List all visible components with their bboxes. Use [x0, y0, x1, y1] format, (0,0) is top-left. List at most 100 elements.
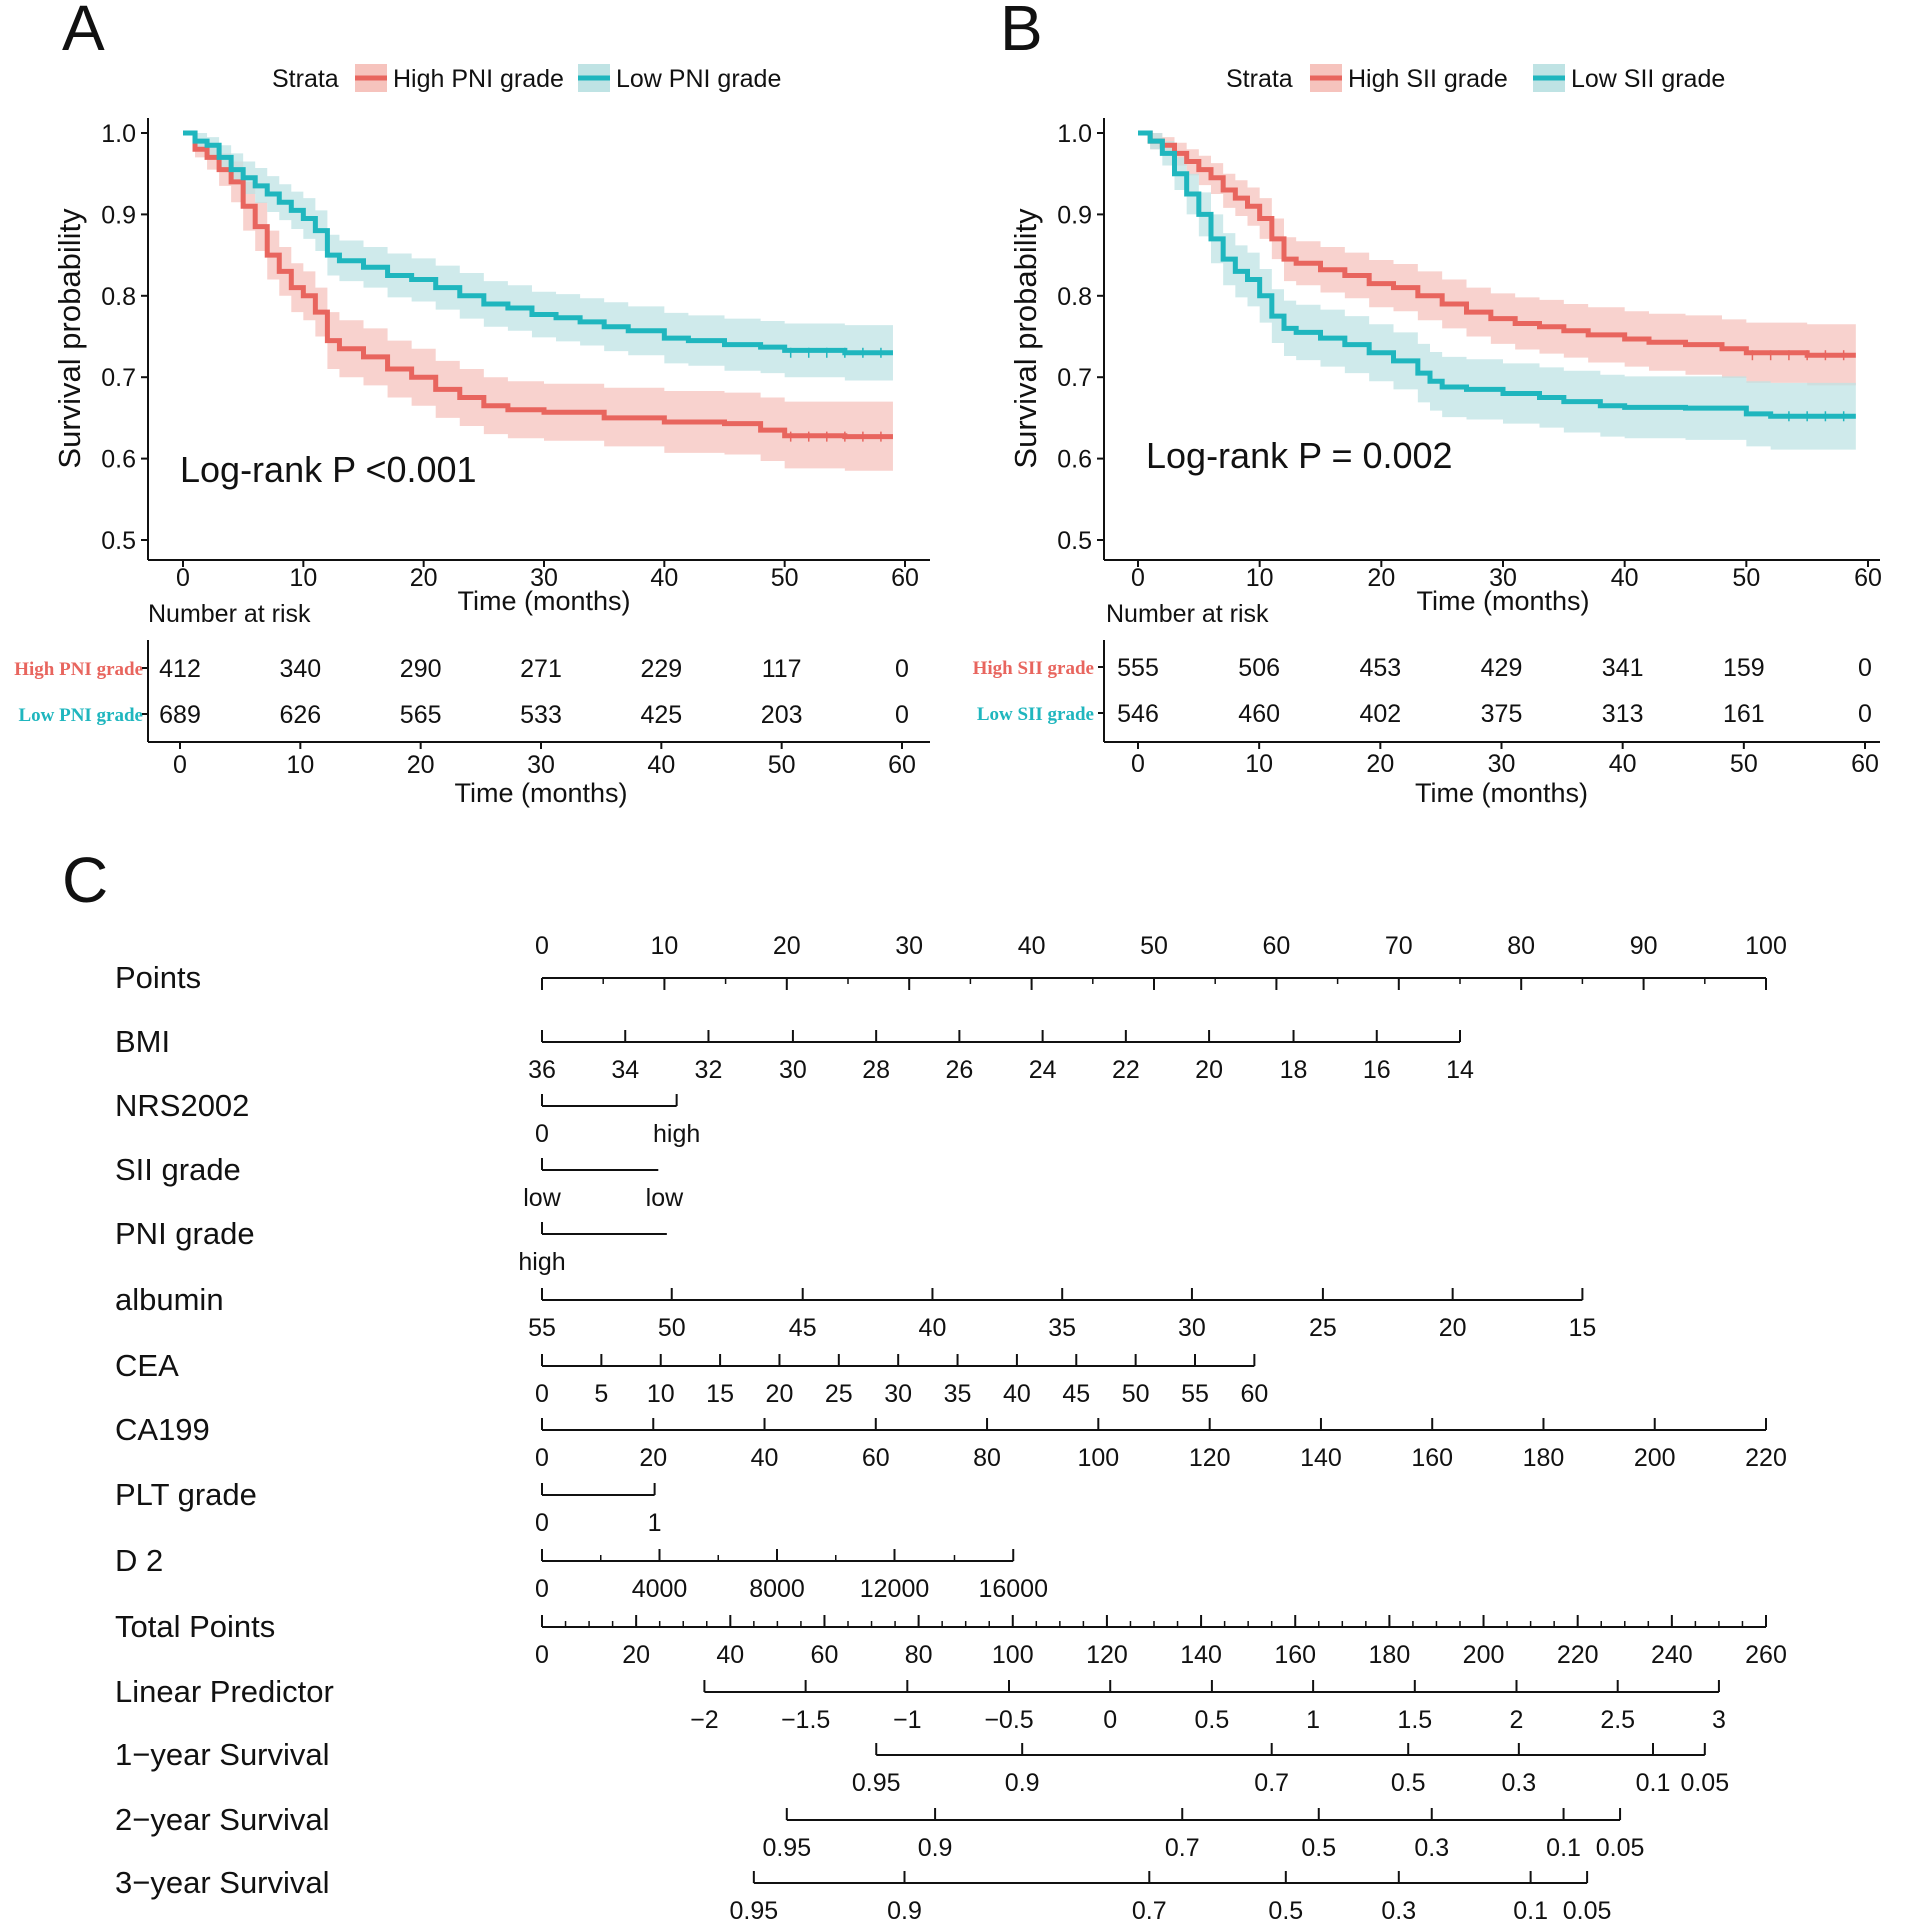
x-tick-label: 20: [410, 564, 438, 592]
nomogram-tick-label: 0.7: [1254, 1769, 1289, 1797]
y-tick-label: 0.7: [1057, 364, 1092, 392]
km-panel-a: A Strata High PNI grade Low PNI grade 0.5 0.6…: [14, 0, 930, 808]
ci-band-1: [183, 133, 893, 381]
risk-value: 290: [400, 655, 442, 683]
panel-label: A: [62, 0, 105, 64]
nomogram-tick-label: 45: [1062, 1380, 1090, 1408]
x-axis-title: Time (months): [457, 586, 630, 616]
risk-value: 340: [279, 655, 321, 683]
nomogram-row-label: SII grade: [115, 1152, 241, 1187]
nomogram-row: 3−year Survival 0.95 0.9 0.7 0.5 0.3 0.1 0.05: [115, 1865, 1611, 1925]
nomogram-tick-label: 12000: [860, 1575, 930, 1603]
nomogram-row-label: Linear Predictor: [115, 1674, 334, 1709]
nomogram-row-label: Points: [115, 960, 201, 995]
nomogram-row: D 2 0 4000 8000 12000 16000: [115, 1543, 1048, 1603]
nomogram-tick-label: 60: [862, 1444, 890, 1472]
nomogram-tick-label: 100: [1077, 1444, 1119, 1472]
nomogram-tick-label: 0.3: [1414, 1834, 1449, 1862]
nomogram-row-label: 1−year Survival: [115, 1737, 330, 1772]
nomogram-tick-label: 32: [695, 1056, 723, 1084]
risk-value: 0: [895, 655, 909, 683]
nomogram-row: albumin 55 50 45 40 35 30 25 20 15: [115, 1282, 1596, 1342]
nomogram-tick-label: −1.5: [781, 1706, 830, 1734]
nomogram-row: Total Points 0 20 40 60 80 100 120 140 160 180 200 2…: [115, 1609, 1787, 1669]
survival-curve-1: [1138, 130, 1856, 419]
nomogram-tick-label: 0: [535, 1575, 549, 1603]
nomogram-tick-label: 10: [647, 1380, 675, 1408]
risk-row-name: Low PNI grade: [18, 705, 143, 726]
nomogram-row: Linear Predictor −2 −1.5 −1 −0.5 0 0.5 1 1.5 2 2.5…: [115, 1674, 1726, 1734]
nomogram-row: PLT grade 0 1: [115, 1477, 662, 1537]
ci-band-0: [1138, 133, 1856, 386]
risk-value: 375: [1481, 700, 1523, 728]
survival-curve-0: [183, 130, 893, 440]
nomogram-row-label: Total Points: [115, 1609, 275, 1644]
nomogram-tick-label: 220: [1557, 1641, 1599, 1669]
nomogram-tick-label: 0: [535, 1444, 549, 1472]
nomogram-tick-label: low: [523, 1184, 561, 1212]
risk-x-tick-label: 20: [1366, 750, 1394, 778]
nomogram-tick-label: 0.95: [852, 1769, 901, 1797]
y-tick-label: 0.5: [101, 527, 136, 555]
risk-x-tick-label: 40: [1609, 750, 1637, 778]
y-tick-label: 0.9: [101, 201, 136, 229]
y-tick-label: 0.8: [1057, 283, 1092, 311]
nomogram-tick-label: 140: [1300, 1444, 1342, 1472]
risk-value: 0: [1858, 654, 1872, 682]
nomogram-tick-label: 0: [535, 1120, 549, 1148]
y-axis-title: Survival probability: [52, 208, 87, 469]
risk-x-tick-label: 0: [1131, 750, 1145, 778]
nomogram-tick-label: 0: [535, 1641, 549, 1669]
nomogram-tick-label: 1.5: [1397, 1706, 1432, 1734]
nomogram-tick-label: 0.7: [1165, 1834, 1200, 1862]
nomogram-tick-label: 0.5: [1195, 1706, 1230, 1734]
nomogram-tick-label: 240: [1651, 1641, 1693, 1669]
risk-x-tick-label: 20: [407, 751, 435, 779]
nomogram-tick-label: 260: [1745, 1641, 1787, 1669]
nomogram-tick-label: 55: [1181, 1380, 1209, 1408]
risk-value: 453: [1359, 654, 1401, 682]
nomogram-tick-label: 30: [884, 1380, 912, 1408]
nomogram-tick-label: low: [646, 1184, 684, 1212]
risk-x-axis-title: Time (months): [454, 778, 627, 808]
risk-value: 546: [1117, 700, 1159, 728]
km-panel-b: B Strata High SII grade Low SII grade 0.5 0.6…: [973, 0, 1882, 808]
nomogram-tick-label: 1: [1306, 1706, 1320, 1734]
nomogram-tick-label: 0: [535, 932, 549, 960]
nomogram-tick-label: 18: [1280, 1056, 1308, 1084]
nomogram-tick-label: 0: [535, 1380, 549, 1408]
nomogram-tick-label: 5: [594, 1380, 608, 1408]
x-tick-label: 0: [176, 564, 190, 592]
risk-value: 506: [1238, 654, 1280, 682]
survival-curve-1: [183, 130, 893, 356]
nomogram-tick-label: 20: [1195, 1056, 1223, 1084]
nomogram-tick-label: 15: [706, 1380, 734, 1408]
nomogram-row: BMI 36 34 32 30 28 26 24 22 20 18 16 14: [115, 1024, 1474, 1084]
nomogram-tick-label: 50: [1122, 1380, 1150, 1408]
risk-value: 159: [1723, 654, 1765, 682]
nomogram-tick-label: 0.5: [1268, 1897, 1303, 1925]
nomogram-tick-label: 16000: [978, 1575, 1048, 1603]
risk-value: 341: [1602, 654, 1644, 682]
risk-value: 229: [640, 655, 682, 683]
nomogram-tick-label: 40: [1003, 1380, 1031, 1408]
risk-row-name: High SII grade: [973, 658, 1094, 679]
nomogram-tick-label: −1: [893, 1706, 922, 1734]
risk-value: 565: [400, 701, 442, 729]
risk-value: 271: [520, 655, 562, 683]
nomogram-tick-label: 16: [1363, 1056, 1391, 1084]
nomogram-tick-label: 14: [1446, 1056, 1474, 1084]
x-tick-label: 50: [771, 564, 799, 592]
nomogram-tick-label: 90: [1630, 932, 1658, 960]
nomogram-tick-label: 140: [1180, 1641, 1222, 1669]
nomogram-row-label: BMI: [115, 1024, 170, 1059]
survival-curve-0: [1138, 130, 1856, 358]
nomogram-tick-label: 2: [1510, 1706, 1524, 1734]
y-tick-label: 0.5: [1057, 527, 1092, 555]
risk-x-tick-label: 50: [768, 751, 796, 779]
risk-x-tick-label: 0: [173, 751, 187, 779]
nomogram-tick-label: 20: [773, 932, 801, 960]
nomogram-tick-label: 0.9: [887, 1897, 922, 1925]
risk-value: 203: [761, 701, 803, 729]
